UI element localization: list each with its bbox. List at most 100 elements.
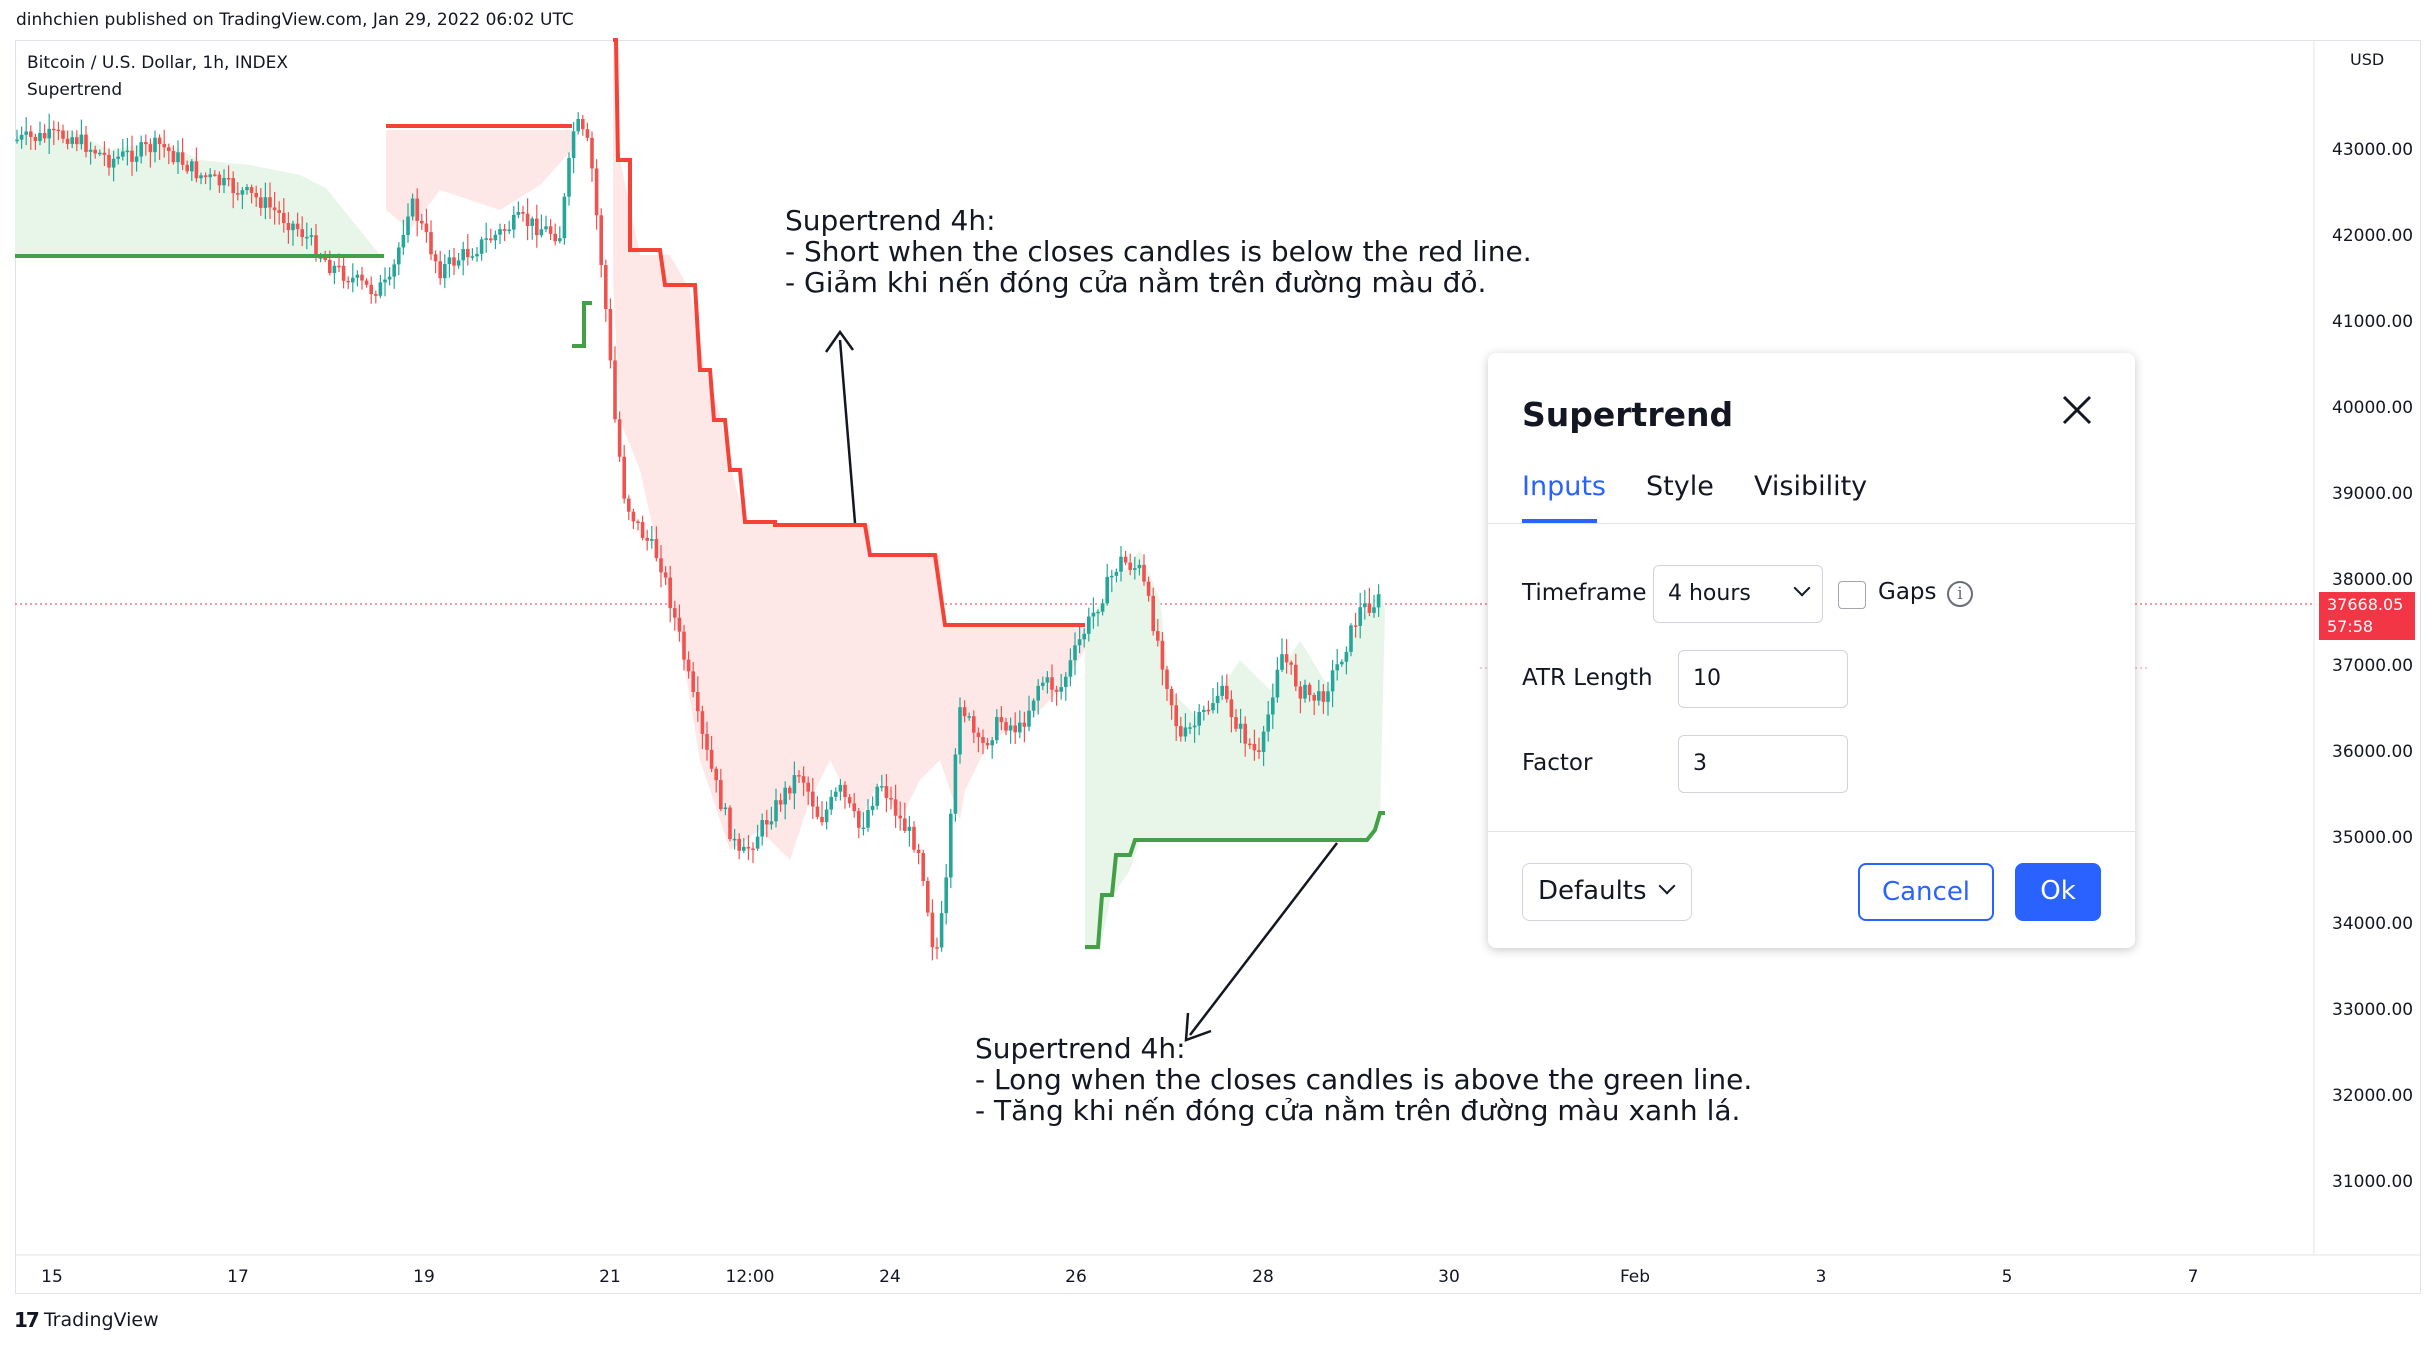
footer-brand[interactable]: 17 TradingView [14, 1308, 159, 1332]
info-icon[interactable]: i [1947, 581, 1973, 607]
dialog-title: Supertrend [1522, 395, 1734, 434]
candle-body [576, 119, 580, 132]
tradingview-logo-icon: 17 [14, 1308, 40, 1332]
candle-body [985, 742, 990, 746]
candle-body [1289, 662, 1293, 665]
candle-body [769, 821, 774, 825]
candle-body [424, 223, 429, 233]
candle-body [1096, 611, 1100, 614]
chart-pane[interactable] [15, 40, 2421, 1294]
candle-body [852, 803, 856, 812]
candle-body [967, 716, 971, 718]
candle-body [1100, 603, 1105, 612]
ok-button[interactable]: Ok [2015, 863, 2101, 921]
candle-body [438, 261, 442, 279]
candle-body [659, 558, 663, 573]
tab-visibility[interactable]: Visibility [1754, 471, 1868, 502]
candle-body [1068, 660, 1073, 677]
factor-input[interactable]: 3 [1678, 735, 1848, 793]
annotation-short[interactable]: Supertrend 4h: - Short when the closes c… [785, 204, 1532, 299]
candle-body [259, 197, 263, 208]
candle-body [1303, 684, 1307, 699]
candle-body [1133, 568, 1137, 570]
candle-body [1358, 607, 1362, 626]
candle-body [548, 226, 553, 234]
price-tick: 36000.00 [2332, 742, 2414, 762]
candle-body [79, 134, 84, 145]
candle-body [1202, 709, 1206, 712]
candle-body [364, 280, 369, 285]
tab-style[interactable]: Style [1646, 471, 1714, 502]
candle-body [295, 223, 300, 230]
candle-body [962, 707, 967, 717]
candle-body [829, 796, 833, 810]
candle-body [61, 130, 65, 139]
candle-body [341, 265, 346, 281]
price-tick: 33000.00 [2332, 1000, 2414, 1020]
candle-body [139, 142, 143, 157]
candle-body [263, 197, 268, 208]
tab-inputs[interactable]: Inputs [1522, 471, 1606, 502]
candle-body [1073, 645, 1077, 661]
candle-body [387, 276, 392, 280]
candle-body [847, 797, 852, 804]
close-icon[interactable] [2058, 391, 2096, 429]
cancel-button[interactable]: Cancel [1858, 863, 1994, 921]
candle-body [806, 782, 810, 792]
candle-body [1372, 607, 1376, 613]
price-tick: 31000.00 [2332, 1172, 2414, 1192]
candle-body [433, 254, 438, 262]
candle-body [650, 539, 654, 541]
candle-body [811, 791, 815, 807]
candle-body [797, 775, 801, 777]
indicator-legend[interactable]: Supertrend [27, 80, 123, 100]
candle-body [512, 214, 516, 230]
candle-body [889, 797, 893, 800]
candle-body [1160, 640, 1165, 670]
gaps-checkbox[interactable] [1838, 581, 1866, 609]
candle-body [1087, 616, 1091, 634]
candle-body [709, 749, 714, 769]
current-price-value: 37668.05 [2327, 595, 2404, 614]
defaults-button[interactable]: Defaults [1522, 863, 1692, 921]
annotation-long[interactable]: Supertrend 4h: - Long when the closes ca… [975, 1032, 1753, 1127]
candle-body [157, 137, 162, 145]
candle-body [1280, 654, 1284, 670]
candle-body [875, 786, 879, 806]
gaps-label: Gaps [1878, 579, 1937, 605]
candle-body [792, 775, 797, 794]
candle-body [38, 132, 42, 141]
candle-body [824, 809, 829, 823]
candle-body [921, 853, 925, 882]
candle-body [1206, 709, 1211, 712]
candle-body [1192, 725, 1197, 728]
atr-length-input[interactable]: 10 [1678, 650, 1848, 708]
candle-body [272, 207, 277, 211]
candle-body [268, 197, 272, 208]
candle-body [774, 800, 778, 822]
candle-body [1114, 571, 1119, 576]
candle-body [420, 220, 424, 224]
candle-body [861, 827, 866, 830]
timeframe-select[interactable]: 4 hours [1653, 565, 1823, 623]
candle-body [489, 238, 493, 241]
candle-body [1321, 691, 1326, 702]
candle-body [1376, 594, 1381, 608]
currency-label[interactable]: USD [2348, 50, 2387, 69]
candle-body [926, 881, 930, 913]
price-tick: 32000.00 [2332, 1086, 2414, 1106]
symbol-legend[interactable]: Bitcoin / U.S. Dollar, 1h, INDEX [27, 53, 289, 73]
candle-body [323, 257, 327, 260]
candle-body [479, 239, 484, 254]
candle-body [125, 150, 130, 153]
candle-body [585, 129, 590, 138]
candle-body [286, 223, 291, 231]
time-tick: 19 [413, 1267, 435, 1287]
price-tick: 38000.00 [2332, 570, 2414, 590]
candle-body [1307, 684, 1312, 695]
candle-body [346, 280, 350, 283]
candle-body [1146, 581, 1151, 596]
candle-body [1275, 669, 1280, 698]
candle-body [530, 218, 534, 226]
candle-body [686, 659, 691, 672]
